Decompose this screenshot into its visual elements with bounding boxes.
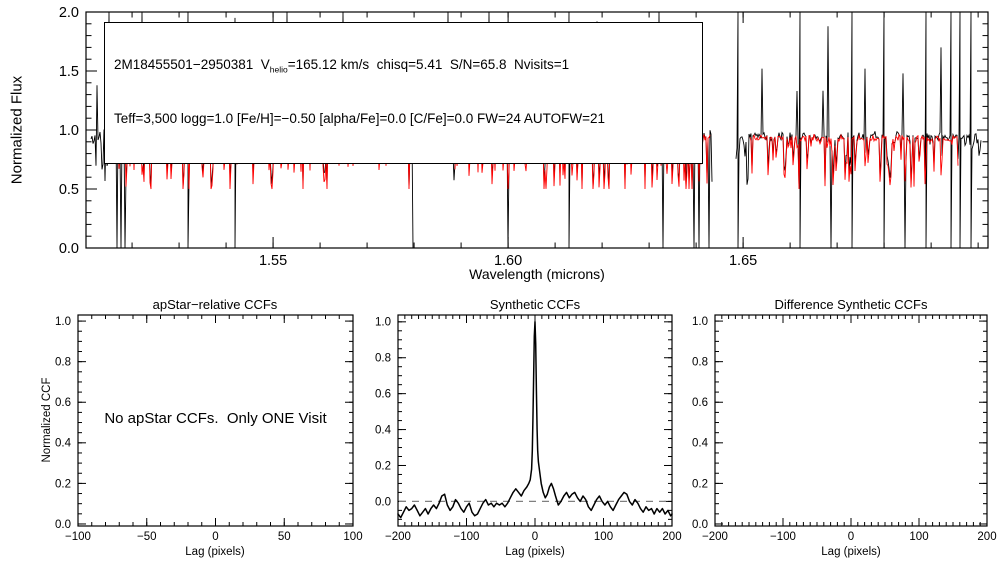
tick-label: 0.6: [55, 397, 71, 409]
tick-label: 1.60: [494, 253, 522, 269]
tick-label: 0.0: [375, 496, 391, 508]
tick-label: 1.0: [59, 123, 79, 139]
tick-label: −100: [770, 531, 796, 543]
annotation-line2: Teff=3,500 logg=1.0 [Fe/H]=−0.50 [alpha/…: [114, 111, 606, 127]
tick-label: −100: [65, 531, 91, 543]
tick-label: 1.0: [375, 317, 391, 329]
ccf-y-axis-label: Normalized CCF: [41, 377, 53, 463]
tick-label: 100: [594, 531, 613, 543]
tick-label: 0.2: [692, 478, 708, 490]
tick-label: 0.4: [375, 424, 392, 436]
tick-label: −50: [137, 531, 157, 543]
apstar-lag-axis-label: Lag (pixels): [185, 546, 245, 558]
tick-label: 0.2: [375, 460, 391, 472]
panel-border-spectrum: [85, 11, 989, 249]
panel-border-synthetic_ccf: [397, 314, 673, 527]
synthetic-lag-axis-label: Lag (pixels): [505, 546, 565, 558]
tick-label: 0: [532, 531, 538, 543]
tick-label: 0.0: [55, 519, 71, 531]
no-ccf-message: No apStar CCFs. Only ONE Visit: [104, 410, 327, 427]
tick-label: 2.0: [59, 5, 79, 21]
subscript-helio: helio: [269, 64, 288, 75]
tick-label: 0.0: [59, 241, 79, 257]
tick-label: 0.8: [55, 357, 71, 369]
tick-label: 100: [343, 531, 362, 543]
tick-label: 1.0: [55, 316, 71, 328]
tick-label: 1.5: [59, 64, 79, 80]
tick-label: 0.8: [375, 353, 391, 365]
tick-label: 50: [278, 531, 291, 543]
apstar-ccf-title: apStar−relative CCFs: [152, 297, 278, 312]
panel-border-apstar_ccf: [77, 314, 354, 527]
tick-label: 1.55: [259, 253, 287, 269]
tick-label: 1.65: [729, 253, 757, 269]
tick-label: 0.2: [55, 478, 71, 490]
spectrum-y-axis-label: Normalized Flux: [8, 75, 26, 185]
tick-label: 0.4: [692, 438, 709, 450]
tick-label: 0.4: [55, 438, 72, 450]
tick-label: −200: [385, 531, 411, 543]
tick-label: 0.5: [59, 182, 79, 198]
spectrum-x-axis-label: Wavelength (microns): [469, 266, 605, 282]
tick-label: 1.0: [692, 316, 708, 328]
panel-border-difference_ccf: [714, 314, 988, 527]
tick-label: 0.6: [692, 397, 708, 409]
tick-label: 200: [662, 531, 681, 543]
annotation-line1: 2M18455501−2950381 Vhelio=165.12 km/s ch…: [114, 57, 570, 75]
synthetic-ccf-title: Synthetic CCFs: [489, 297, 581, 312]
ccf-curve: [397, 321, 673, 519]
tick-label: 200: [977, 531, 996, 543]
tick-label: 0.8: [692, 357, 708, 369]
tick-label: −100: [454, 531, 480, 543]
difference-lag-axis-label: Lag (pixels): [821, 546, 881, 558]
tick-label: 0: [848, 531, 854, 543]
tick-label: −200: [702, 531, 728, 543]
tick-label: 0.6: [375, 389, 391, 401]
difference-ccf-title: Difference Synthetic CCFs: [774, 297, 928, 312]
tick-label: 0: [212, 531, 218, 543]
annotation-box: 2M18455501−2950381 Vhelio=165.12 km/s ch…: [104, 22, 703, 164]
tick-label: 0.0: [692, 519, 708, 531]
tick-label: 100: [909, 531, 928, 543]
